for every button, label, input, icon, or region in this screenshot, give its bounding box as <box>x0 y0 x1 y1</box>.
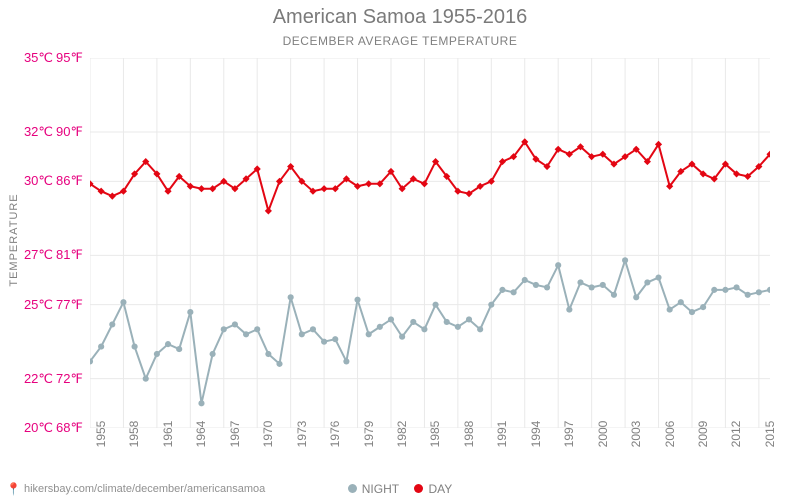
y-tick-celsius: 22℃ <box>18 371 53 387</box>
map-pin-icon: 📍 <box>6 482 21 496</box>
chart-svg <box>90 58 770 428</box>
x-tick-year: 1970 <box>261 421 275 448</box>
legend-swatch-night <box>348 484 357 493</box>
x-tick-year: 1985 <box>428 421 442 448</box>
chart-subtitle: DECEMBER AVERAGE TEMPERATURE <box>0 34 800 48</box>
y-tick-celsius: 35℃ <box>18 50 53 66</box>
x-tick-year: 2000 <box>596 421 610 448</box>
x-tick-year: 1997 <box>562 421 576 448</box>
legend-label-day: DAY <box>428 482 452 496</box>
y-tick-celsius: 32℃ <box>18 124 53 140</box>
x-tick-year: 1967 <box>228 421 242 448</box>
plot-area <box>90 58 770 428</box>
x-tick-year: 1991 <box>495 421 509 448</box>
y-tick-fahrenheit: 77℉ <box>56 297 88 313</box>
y-tick-fahrenheit: 72℉ <box>56 371 88 387</box>
legend-item-day: DAY <box>414 482 452 496</box>
x-tick-year: 1976 <box>328 421 342 448</box>
legend-item-night: NIGHT <box>348 482 399 496</box>
x-tick-year: 2003 <box>629 421 643 448</box>
chart-container: American Samoa 1955-2016 DECEMBER AVERAG… <box>0 0 800 500</box>
x-tick-year: 1982 <box>395 421 409 448</box>
x-tick-year: 1958 <box>127 421 141 448</box>
chart-title: American Samoa 1955-2016 <box>0 6 800 29</box>
x-tick-year: 1955 <box>94 421 108 448</box>
y-tick-fahrenheit: 90℉ <box>56 124 88 140</box>
x-tick-year: 1994 <box>529 421 543 448</box>
x-tick-year: 1973 <box>295 421 309 448</box>
y-tick-fahrenheit: 86℉ <box>56 173 88 189</box>
legend-label-night: NIGHT <box>362 482 399 496</box>
x-tick-year: 2012 <box>729 421 743 448</box>
y-tick-celsius: 20℃ <box>18 420 53 436</box>
x-tick-year: 1988 <box>462 421 476 448</box>
x-tick-year: 2015 <box>763 421 777 448</box>
x-tick-year: 1961 <box>161 421 175 448</box>
y-tick-fahrenheit: 95℉ <box>56 50 88 66</box>
footer: 📍 hikersbay.com/climate/december/america… <box>6 482 265 496</box>
x-tick-year: 2006 <box>663 421 677 448</box>
footer-url: hikersbay.com/climate/december/americans… <box>24 483 265 495</box>
y-axis-label: TEMPERATURE <box>8 193 20 286</box>
y-tick-celsius: 30℃ <box>18 173 53 189</box>
y-tick-celsius: 27℃ <box>18 247 53 263</box>
y-tick-celsius: 25℃ <box>18 297 53 313</box>
x-tick-year: 1964 <box>194 421 208 448</box>
x-tick-year: 2009 <box>696 421 710 448</box>
legend-swatch-day <box>414 484 423 493</box>
y-tick-fahrenheit: 68℉ <box>56 420 88 436</box>
x-tick-year: 1979 <box>362 421 376 448</box>
y-tick-fahrenheit: 81℉ <box>56 247 88 263</box>
